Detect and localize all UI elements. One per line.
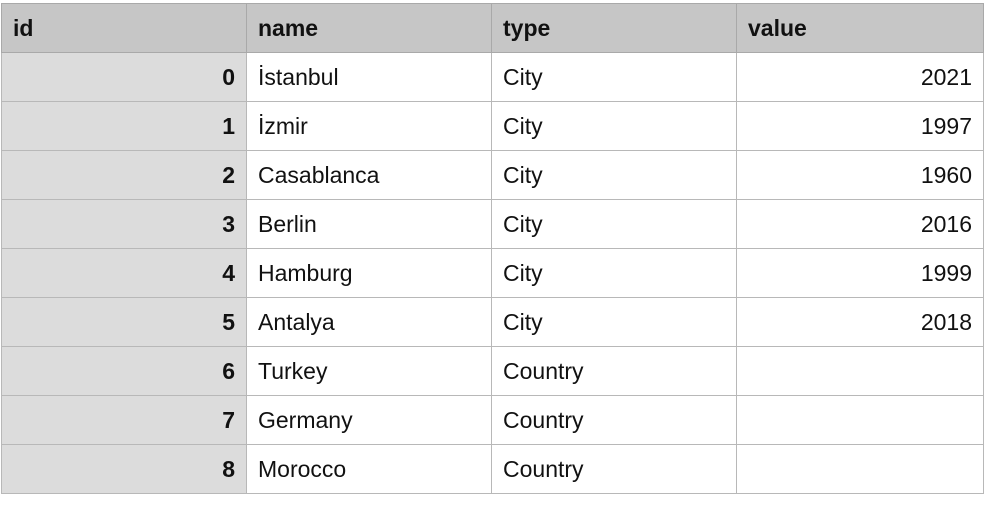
column-header-type[interactable]: type [491,3,737,53]
name-cell[interactable]: İzmir [246,101,492,151]
id-cell[interactable]: 0 [1,52,247,102]
value-cell[interactable] [736,346,984,396]
id-cell[interactable]: 3 [1,199,247,249]
value-cell[interactable]: 2016 [736,199,984,249]
name-cell[interactable]: Berlin [246,199,492,249]
table-row: 5 Antalya City 2018 [1,297,984,347]
id-cell[interactable]: 5 [1,297,247,347]
id-cell[interactable]: 6 [1,346,247,396]
value-cell[interactable]: 1999 [736,248,984,298]
table-row: 4 Hamburg City 1999 [1,248,984,298]
type-cell[interactable]: City [491,101,737,151]
name-cell[interactable]: Germany [246,395,492,445]
table-row: 3 Berlin City 2016 [1,199,984,249]
table-row: 7 Germany Country [1,395,984,445]
id-cell[interactable]: 8 [1,444,247,494]
id-cell[interactable]: 2 [1,150,247,200]
type-cell[interactable]: City [491,150,737,200]
name-cell[interactable]: Antalya [246,297,492,347]
table-row: 2 Casablanca City 1960 [1,150,984,200]
header-row: id name type value [1,3,984,53]
table-header: id name type value [1,3,984,53]
name-cell[interactable]: Turkey [246,346,492,396]
type-cell[interactable]: Country [491,444,737,494]
value-cell[interactable]: 1997 [736,101,984,151]
value-cell[interactable]: 2021 [736,52,984,102]
value-cell[interactable] [736,444,984,494]
id-cell[interactable]: 1 [1,101,247,151]
type-cell[interactable]: City [491,297,737,347]
table-row: 1 İzmir City 1997 [1,101,984,151]
column-header-name[interactable]: name [246,3,492,53]
value-cell[interactable] [736,395,984,445]
name-cell[interactable]: Hamburg [246,248,492,298]
type-cell[interactable]: Country [491,346,737,396]
table-row: 0 İstanbul City 2021 [1,52,984,102]
value-cell[interactable]: 1960 [736,150,984,200]
column-header-id[interactable]: id [1,3,247,53]
name-cell[interactable]: Morocco [246,444,492,494]
type-cell[interactable]: City [491,52,737,102]
column-header-value[interactable]: value [736,3,984,53]
value-cell[interactable]: 2018 [736,297,984,347]
name-cell[interactable]: Casablanca [246,150,492,200]
id-cell[interactable]: 4 [1,248,247,298]
type-cell[interactable]: City [491,248,737,298]
id-cell[interactable]: 7 [1,395,247,445]
table-body: 0 İstanbul City 2021 1 İzmir City 1997 2… [1,52,984,494]
type-cell[interactable]: City [491,199,737,249]
table-row: 8 Morocco Country [1,444,984,494]
table-row: 6 Turkey Country [1,346,984,396]
data-table: id name type value 0 İstanbul City 2021 … [1,3,984,494]
name-cell[interactable]: İstanbul [246,52,492,102]
type-cell[interactable]: Country [491,395,737,445]
